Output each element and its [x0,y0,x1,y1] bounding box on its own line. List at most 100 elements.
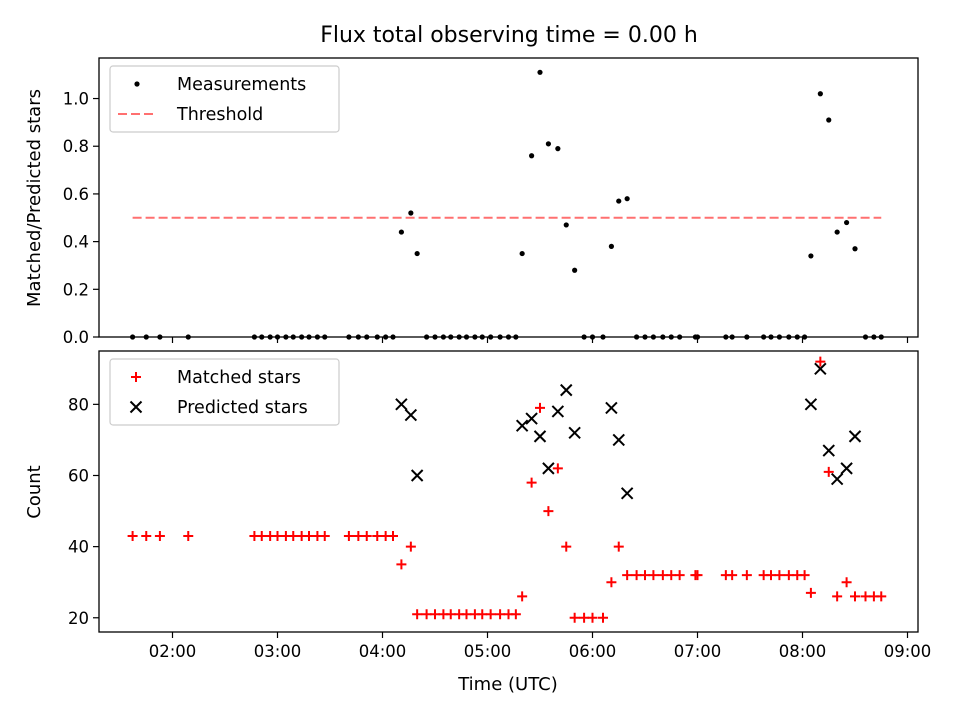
bottom-panel-x-tick-label: 04:00 [359,642,407,661]
matched-star-point [766,570,776,581]
bottom-panel-y-axis-label: Count [24,465,45,518]
matched-star-point [741,570,752,581]
matched-star-point [388,530,398,541]
matched-star-point [477,609,488,620]
matched-star-point [526,477,537,488]
measurement-point [414,250,420,257]
matched-star-point [774,570,785,581]
predicted-star-point [404,408,418,422]
matched-star-point [272,530,283,541]
bottom-panel-x-tick-label: 09:00 [884,642,932,661]
matched-star-point [510,609,521,620]
measurement-point [529,153,535,159]
matched-star-point [692,570,703,581]
legend-matched-swatch [131,372,141,382]
measurement-point [537,69,543,75]
measurement-point [624,196,630,202]
matched-star-point [141,530,152,541]
top-panel-x-ticks [171,337,909,343]
matched-star-point [127,530,138,541]
top-panel-y-tick-label: 0.4 [63,233,89,252]
matched-star-point [640,570,650,581]
predicted-star-point [804,398,818,411]
bottom-panel-frame [98,350,919,633]
matched-star-point [657,570,668,581]
bottom-panel-y-tick-label: 40 [68,538,89,557]
matched-star-point [517,591,528,602]
measurement-point [834,229,840,235]
matched-star-point [495,609,506,620]
bottom-panel-y-axis: 20 40 60 80 [68,395,99,628]
matched-star-point [304,530,314,541]
matched-star-point [850,591,860,602]
measurement-point [398,229,404,235]
matched-star-point [372,530,383,541]
measurement-point [519,250,525,257]
predicted-star-point [568,426,581,440]
matched-star-point [587,612,598,623]
measurement-point [572,267,578,273]
matched-star-point [648,570,659,581]
top-panel-y-tick-label: 1.0 [63,90,89,109]
top-panel-y-axis: 0.0 0.2 0.4 0.6 0.8 1.0 [63,90,99,347]
predicted-star-point [410,469,424,482]
predicted-star-point [605,401,618,415]
bottom-panel-y-tick-label: 20 [68,609,89,628]
bottom-panel-y-tick-label: 60 [68,466,89,485]
measurement-point [563,222,569,228]
measurement-point [808,253,814,259]
matched-star-point [552,463,563,474]
matched-star-point [815,356,826,367]
bottom-panel-marks [127,356,887,623]
matched-star-point [823,466,834,477]
matched-star-point [631,570,642,581]
predicted-star-point [612,433,625,447]
matched-star-point [485,609,496,620]
legend-label: Threshold [176,105,263,125]
matched-star-point [613,541,624,552]
bottom-panel-x-tick-label: 06:00 [569,642,617,661]
matched-star-point [860,591,871,602]
legend-label: Matched stars [177,368,301,388]
matched-star-point [598,612,608,623]
predicted-star-point [822,444,835,457]
matched-star-point [622,570,633,581]
matched-star-point [579,612,590,623]
predicted-star-point [515,419,529,432]
predicted-star-point [814,362,827,375]
predicted-star-point [620,487,634,500]
matched-star-point [396,559,407,570]
measurement-point [408,210,414,216]
top-panel-legend-box [109,65,340,133]
matched-star-point [535,402,545,413]
top-panel-legend: Measurements Threshold [109,65,340,133]
matched-star-point [412,609,423,620]
matched-star-point [421,609,432,620]
bottom-panel-x-tick-label: 05:00 [464,642,512,661]
matched-star-point [319,530,330,541]
matched-star-point [445,609,456,620]
measurement-point [826,117,832,123]
bottom-panel-legend: Matched stars Predicted stars [109,358,340,426]
predicted-star-point [848,430,862,443]
bottom-panel-x-tick-label: 03:00 [254,642,302,661]
top-panel-y-tick-label: 0.6 [63,185,89,204]
predicted-star-point [525,412,538,425]
bottom-panel-x-axis: 02:00 03:00 04:00 05:00 06:00 07:00 08:00 09:00 [149,632,932,661]
matched-star-point [405,541,416,552]
matched-star-point [876,591,887,602]
matched-star-point [783,570,794,581]
predicted-star-point [551,405,565,418]
bottom-panel-x-tick-label: 08:00 [779,642,827,661]
bottom-panel-x-tick-label: 07:00 [674,642,722,661]
predicted-star-point [542,462,555,475]
matched-star-point [674,570,685,581]
matched-star-point [256,530,267,541]
measurement-point [545,141,552,147]
measurement-point [608,243,615,249]
matched-star-point [666,570,677,581]
predicted-star-point [560,383,573,397]
matched-star-point [343,530,354,541]
